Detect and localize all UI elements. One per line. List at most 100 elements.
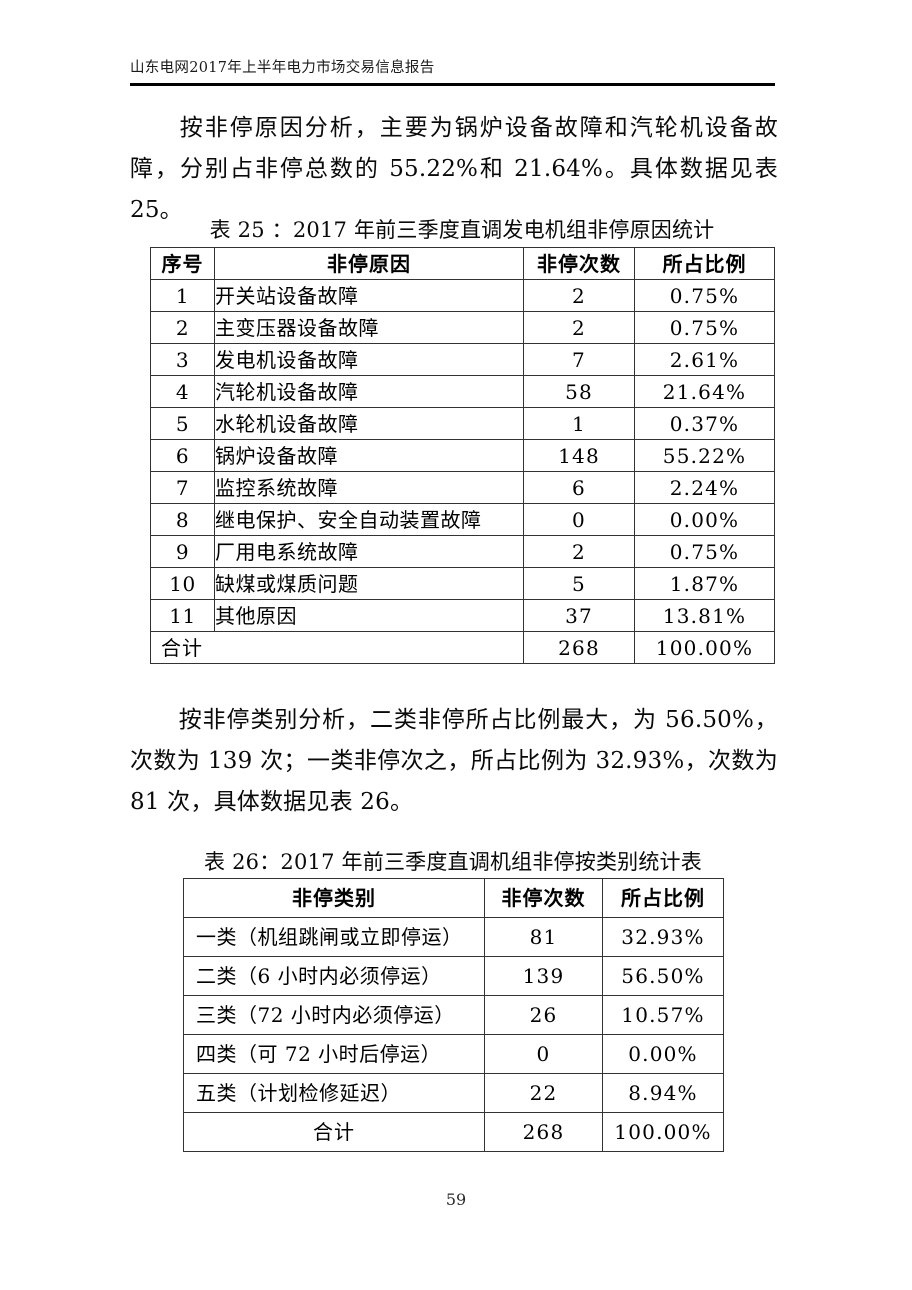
paragraph-1-text: 按非停原因分析，主要为锅炉设备故障和汽轮机设备故障，分别占非停总数的 55.22…: [130, 115, 778, 223]
cell-count: 26: [484, 995, 603, 1035]
table-26-caption: 表 26：2017 年前三季度直调机组非停按类别统计表: [204, 850, 702, 874]
table-row: 7 监控系统故障 6 2.24%: [150, 471, 775, 504]
table-header-row: 非停类别 非停次数 所占比例: [183, 878, 724, 918]
cell-count: 2: [523, 311, 635, 344]
cell-total-count: 268: [484, 1112, 603, 1152]
table-row: 2 主变压器设备故障 2 0.75%: [150, 311, 775, 344]
table-row: 1 开关站设备故障 2 0.75%: [150, 279, 775, 312]
cell-reason: 缺煤或煤质问题: [214, 567, 524, 600]
cell-count: 1: [523, 407, 635, 440]
cell-count: 2: [523, 279, 635, 312]
cell-total-label: 合计: [183, 1112, 485, 1152]
running-header: 山东电网2017年上半年电力市场交易信息报告: [130, 58, 775, 78]
cell-percent: 10.57%: [602, 995, 724, 1035]
cell-percent: 1.87%: [634, 567, 775, 600]
cell-count: 0: [484, 1034, 603, 1074]
page-number: 59: [445, 1190, 467, 1209]
cell-index: 7: [150, 471, 215, 504]
cell-total-percent: 100.00%: [602, 1112, 724, 1152]
table-row: 9 厂用电系统故障 2 0.75%: [150, 535, 775, 568]
cell-index: 4: [150, 375, 215, 408]
table-row: 五类（计划检修延迟） 22 8.94%: [183, 1073, 724, 1113]
cell-count: 7: [523, 343, 635, 376]
table-row: 5 水轮机设备故障 1 0.37%: [150, 407, 775, 440]
cell-reason: 监控系统故障: [214, 471, 524, 504]
table-row: 二类（6 小时内必须停运） 139 56.50%: [183, 956, 724, 996]
cell-percent: 32.93%: [602, 917, 724, 957]
table-row: 四类（可 72 小时后停运） 0 0.00%: [183, 1034, 724, 1074]
cell-reason: 厂用电系统故障: [214, 535, 524, 568]
cell-category: 四类（可 72 小时后停运）: [183, 1034, 485, 1074]
cell-count: 0: [523, 503, 635, 536]
table-25-caption: 表 25 ：2017 年前三季度直调发电机组非停原因统计: [209, 218, 715, 242]
cell-total-count: 268: [523, 631, 635, 664]
cell-index: 11: [150, 599, 215, 632]
table-total-row: 合计 268 100.00%: [183, 1112, 724, 1152]
column-header-reason: 非停原因: [214, 247, 524, 280]
cell-reason: 汽轮机设备故障: [214, 375, 524, 408]
cell-percent: 0.37%: [634, 407, 775, 440]
column-header-count: 非停次数: [484, 878, 603, 918]
column-header-percent: 所占比例: [602, 878, 724, 918]
cell-index: 5: [150, 407, 215, 440]
cell-percent: 8.94%: [602, 1073, 724, 1113]
table-downtime-causes: 序号 非停原因 非停次数 所占比例 1 开关站设备故障 2 0.75% 2 主变…: [150, 247, 775, 664]
column-header-count: 非停次数: [523, 247, 635, 280]
cell-reason: 锅炉设备故障: [214, 439, 524, 472]
cell-count: 148: [523, 439, 635, 472]
paragraph-downtime-cause: 按非停原因分析，主要为锅炉设备故障和汽轮机设备故障，分别占非停总数的 55.22…: [130, 108, 778, 231]
paragraph-downtime-category: 按非停类别分析，二类非停所占比例最大，为 56.50%，次数为 139 次；一类…: [130, 700, 778, 823]
cell-count: 2: [523, 535, 635, 568]
table-row: 4 汽轮机设备故障 58 21.64%: [150, 375, 775, 408]
cell-total-label: 合计: [150, 631, 524, 664]
column-header-index: 序号: [150, 247, 215, 280]
cell-index: 3: [150, 343, 215, 376]
column-header-percent: 所占比例: [634, 247, 775, 280]
cell-count: 81: [484, 917, 603, 957]
table-header-row: 序号 非停原因 非停次数 所占比例: [150, 247, 775, 280]
header-divider-rule: [130, 83, 775, 86]
cell-count: 22: [484, 1073, 603, 1113]
cell-percent: 55.22%: [634, 439, 775, 472]
cell-category: 二类（6 小时内必须停运）: [183, 956, 485, 996]
cell-percent: 0.00%: [602, 1034, 724, 1074]
table-total-row: 合计 268 100.00%: [150, 631, 775, 664]
cell-index: 9: [150, 535, 215, 568]
cell-count: 58: [523, 375, 635, 408]
cell-reason: 开关站设备故障: [214, 279, 524, 312]
table-row: 6 锅炉设备故障 148 55.22%: [150, 439, 775, 472]
column-header-category: 非停类别: [183, 878, 485, 918]
running-header-text: 山东电网2017年上半年电力市场交易信息报告: [130, 60, 435, 76]
cell-percent: 21.64%: [634, 375, 775, 408]
cell-count: 139: [484, 956, 603, 996]
cell-reason: 水轮机设备故障: [214, 407, 524, 440]
cell-percent: 0.75%: [634, 535, 775, 568]
cell-percent: 2.24%: [634, 471, 775, 504]
table-downtime-categories: 非停类别 非停次数 所占比例 一类（机组跳闸或立即停运） 81 32.93% 二…: [183, 878, 724, 1152]
paragraph-2-text: 按非停类别分析，二类非停所占比例最大，为 56.50%，次数为 139 次；一类…: [130, 707, 778, 815]
cell-reason: 主变压器设备故障: [214, 311, 524, 344]
cell-percent: 0.00%: [634, 503, 775, 536]
cell-count: 37: [523, 599, 635, 632]
cell-index: 6: [150, 439, 215, 472]
cell-index: 2: [150, 311, 215, 344]
cell-total-percent: 100.00%: [634, 631, 775, 664]
table-row: 三类（72 小时内必须停运） 26 10.57%: [183, 995, 724, 1035]
cell-reason: 发电机设备故障: [214, 343, 524, 376]
cell-category: 三类（72 小时内必须停运）: [183, 995, 485, 1035]
cell-percent: 56.50%: [602, 956, 724, 996]
cell-count: 6: [523, 471, 635, 504]
cell-index: 1: [150, 279, 215, 312]
table-row: 一类（机组跳闸或立即停运） 81 32.93%: [183, 917, 724, 957]
cell-index: 10: [150, 567, 215, 600]
cell-percent: 0.75%: [634, 311, 775, 344]
cell-count: 5: [523, 567, 635, 600]
cell-reason: 继电保护、安全自动装置故障: [214, 503, 524, 536]
table-row: 11 其他原因 37 13.81%: [150, 599, 775, 632]
cell-percent: 13.81%: [634, 599, 775, 632]
cell-percent: 0.75%: [634, 279, 775, 312]
cell-category: 五类（计划检修延迟）: [183, 1073, 485, 1113]
cell-reason: 其他原因: [214, 599, 524, 632]
cell-category: 一类（机组跳闸或立即停运）: [183, 917, 485, 957]
